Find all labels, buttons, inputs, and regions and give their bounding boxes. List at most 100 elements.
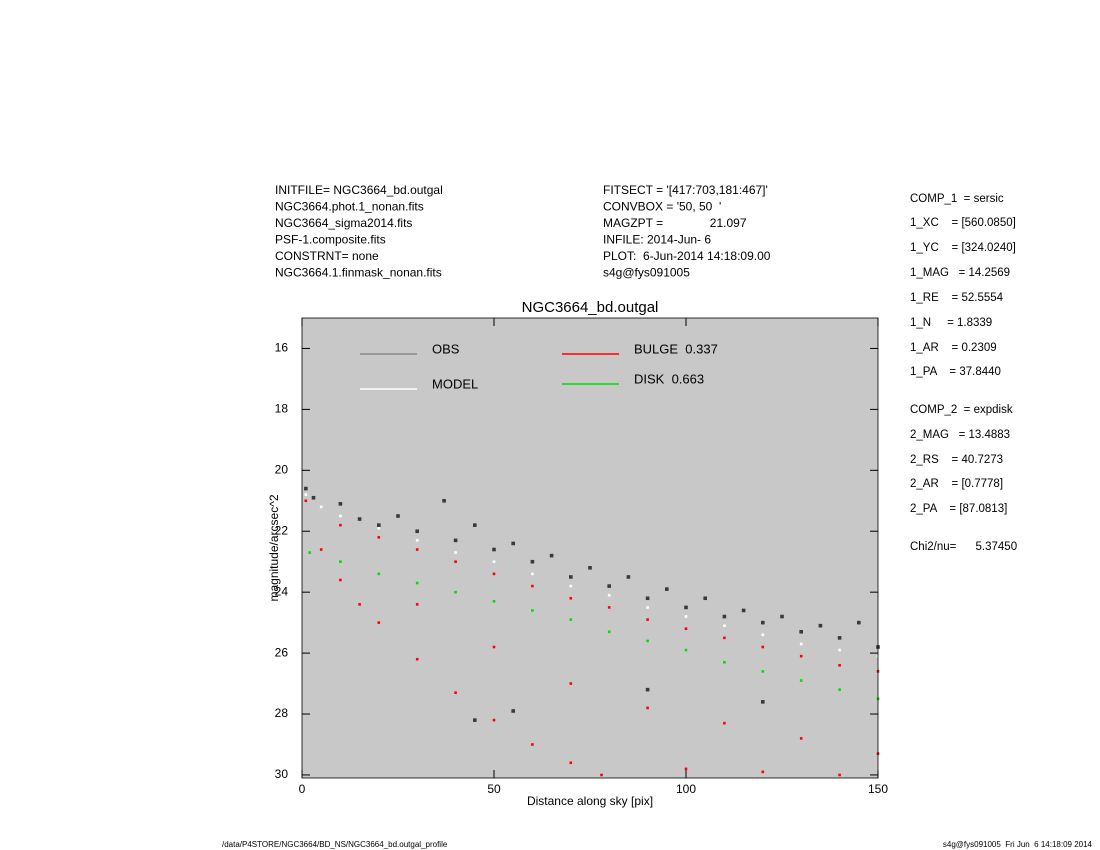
legend-label: MODEL — [432, 376, 478, 391]
fit-parameter: 2_AR = [0.7778] — [910, 478, 1003, 490]
data-point — [569, 584, 573, 588]
header-line: FITSECT = '[417:703,181:467]' — [603, 183, 768, 197]
data-point — [339, 514, 342, 518]
data-point — [626, 575, 631, 579]
data-point — [454, 590, 457, 594]
data-point — [761, 620, 765, 625]
plot-frame — [301, 317, 879, 779]
x-tick-label: 0 — [299, 782, 306, 796]
data-point — [319, 548, 323, 551]
data-point — [838, 648, 841, 652]
data-point — [761, 670, 765, 673]
data-point — [377, 536, 381, 539]
header-line: NGC3664.1.finmask_nonan.fits — [275, 266, 442, 280]
data-point — [569, 596, 573, 600]
header-line: INFILE: 2014-Jun- 6 — [603, 233, 711, 247]
data-point — [646, 639, 649, 643]
legend-label: OBS — [432, 341, 460, 356]
data-point — [741, 608, 746, 613]
legend-label: BULGE 0.337 — [634, 341, 718, 356]
data-point — [454, 551, 457, 554]
data-point — [684, 605, 688, 610]
data-point — [761, 633, 765, 637]
data-point — [473, 523, 477, 527]
data-point — [780, 614, 784, 619]
data-point — [569, 761, 573, 765]
data-point — [799, 654, 803, 658]
data-point — [684, 767, 688, 771]
y-tick-label: 24 — [275, 584, 289, 598]
data-point — [818, 623, 823, 628]
data-point — [722, 614, 727, 619]
data-point — [339, 560, 342, 564]
data-point — [569, 575, 573, 579]
data-point — [607, 630, 611, 634]
chart-title: NGC3664_bd.outgal — [522, 299, 659, 316]
data-point — [304, 486, 308, 491]
data-point — [377, 526, 381, 530]
header-line: MAGZPT = 21.097 — [603, 216, 747, 230]
data-point — [569, 618, 573, 621]
data-point — [703, 596, 707, 601]
data-point — [799, 737, 803, 740]
footer-right: s4g@fys091005 Fri Jun 6 14:18:09 2014 — [943, 840, 1093, 849]
data-point — [377, 621, 381, 624]
data-point — [453, 538, 458, 543]
data-point — [799, 642, 803, 646]
data-point — [308, 551, 311, 554]
data-point — [492, 645, 496, 649]
data-point — [304, 493, 308, 496]
fit-parameter: COMP_2 = expdisk — [910, 404, 1013, 416]
header-line: NGC3664_sigma2014.fits — [275, 216, 412, 230]
data-point — [761, 770, 765, 774]
header-line: NGC3664.phot.1_nonan.fits — [275, 200, 424, 214]
data-point — [492, 600, 496, 603]
x-tick-label: 150 — [868, 782, 888, 796]
data-point — [531, 572, 534, 576]
data-point — [838, 773, 841, 777]
data-point — [338, 502, 343, 506]
data-point — [588, 566, 592, 570]
data-point — [607, 606, 611, 609]
y-tick-label: 30 — [275, 767, 289, 781]
header-line: CONVBOX = '50, 50 ' — [603, 200, 721, 214]
data-point — [684, 627, 688, 631]
data-point — [511, 709, 515, 713]
data-point — [454, 560, 457, 564]
data-point — [358, 603, 361, 606]
y-tick-label: 16 — [275, 341, 289, 355]
fit-parameter: 1_YC = [324.0240] — [910, 242, 1016, 254]
data-point — [684, 615, 688, 618]
data-point — [492, 572, 496, 576]
fit-parameter: 1_MAG = 14.2569 — [910, 267, 1010, 279]
data-point — [761, 700, 765, 704]
data-point — [492, 560, 496, 564]
y-tick-label: 26 — [275, 645, 289, 659]
y-tick-label: 18 — [275, 402, 289, 416]
y-tick-label: 20 — [275, 462, 289, 476]
data-point — [549, 553, 554, 558]
data-point — [837, 636, 842, 640]
fit-parameter: 2_PA = [87.0813] — [910, 503, 1007, 515]
x-tick-label: 50 — [487, 782, 501, 796]
data-point — [607, 593, 611, 597]
data-point — [646, 606, 649, 609]
data-point — [646, 706, 649, 710]
data-point — [415, 603, 419, 606]
data-point — [531, 609, 534, 612]
data-point — [454, 691, 457, 695]
fit-parameter: COMP_1 = sersic — [910, 193, 1004, 205]
data-point — [838, 663, 841, 667]
data-point — [377, 523, 381, 527]
data-point — [761, 645, 765, 649]
data-point — [799, 679, 803, 682]
data-point — [645, 687, 650, 692]
data-point — [415, 581, 419, 585]
data-point — [415, 539, 419, 542]
data-point — [311, 495, 316, 500]
data-point — [607, 584, 611, 588]
y-axis-label: magnitude/arcsec^2 — [267, 494, 281, 601]
fit-parameter: 1_RE = 52.5554 — [910, 292, 1004, 304]
data-point — [304, 499, 308, 503]
